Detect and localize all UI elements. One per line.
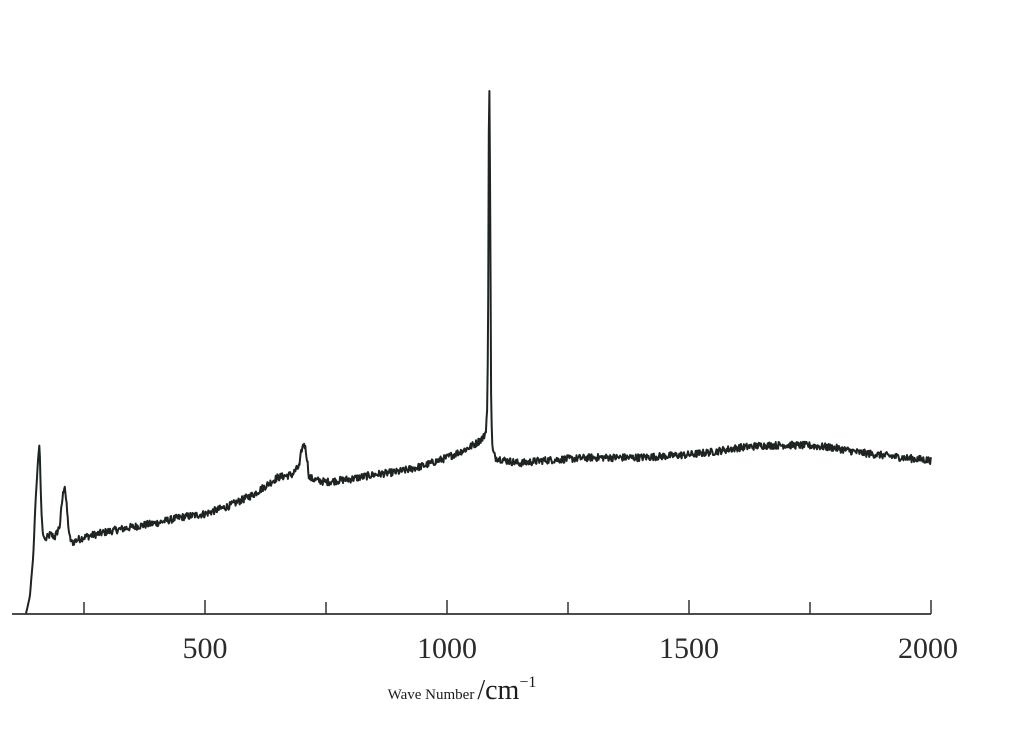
tick-label-1000: 1000 (417, 632, 477, 665)
x-axis-tick-labels: 500 1000 1500 2000 (183, 632, 959, 665)
x-axis-ticks (83, 600, 932, 614)
tick-label-2000: 2000 (898, 632, 958, 665)
x-axis-label: Wave Number/cm−1 (388, 674, 537, 706)
tick-label-500: 500 (183, 632, 228, 665)
spectrum-line (24, 90, 932, 615)
x-axis-label-unit: /cm (477, 675, 519, 706)
x-axis-label-text: Wave Number (388, 687, 475, 703)
x-axis-label-exponent: −1 (519, 674, 536, 691)
plot-area (24, 90, 932, 615)
tick-label-1500: 1500 (659, 632, 719, 665)
